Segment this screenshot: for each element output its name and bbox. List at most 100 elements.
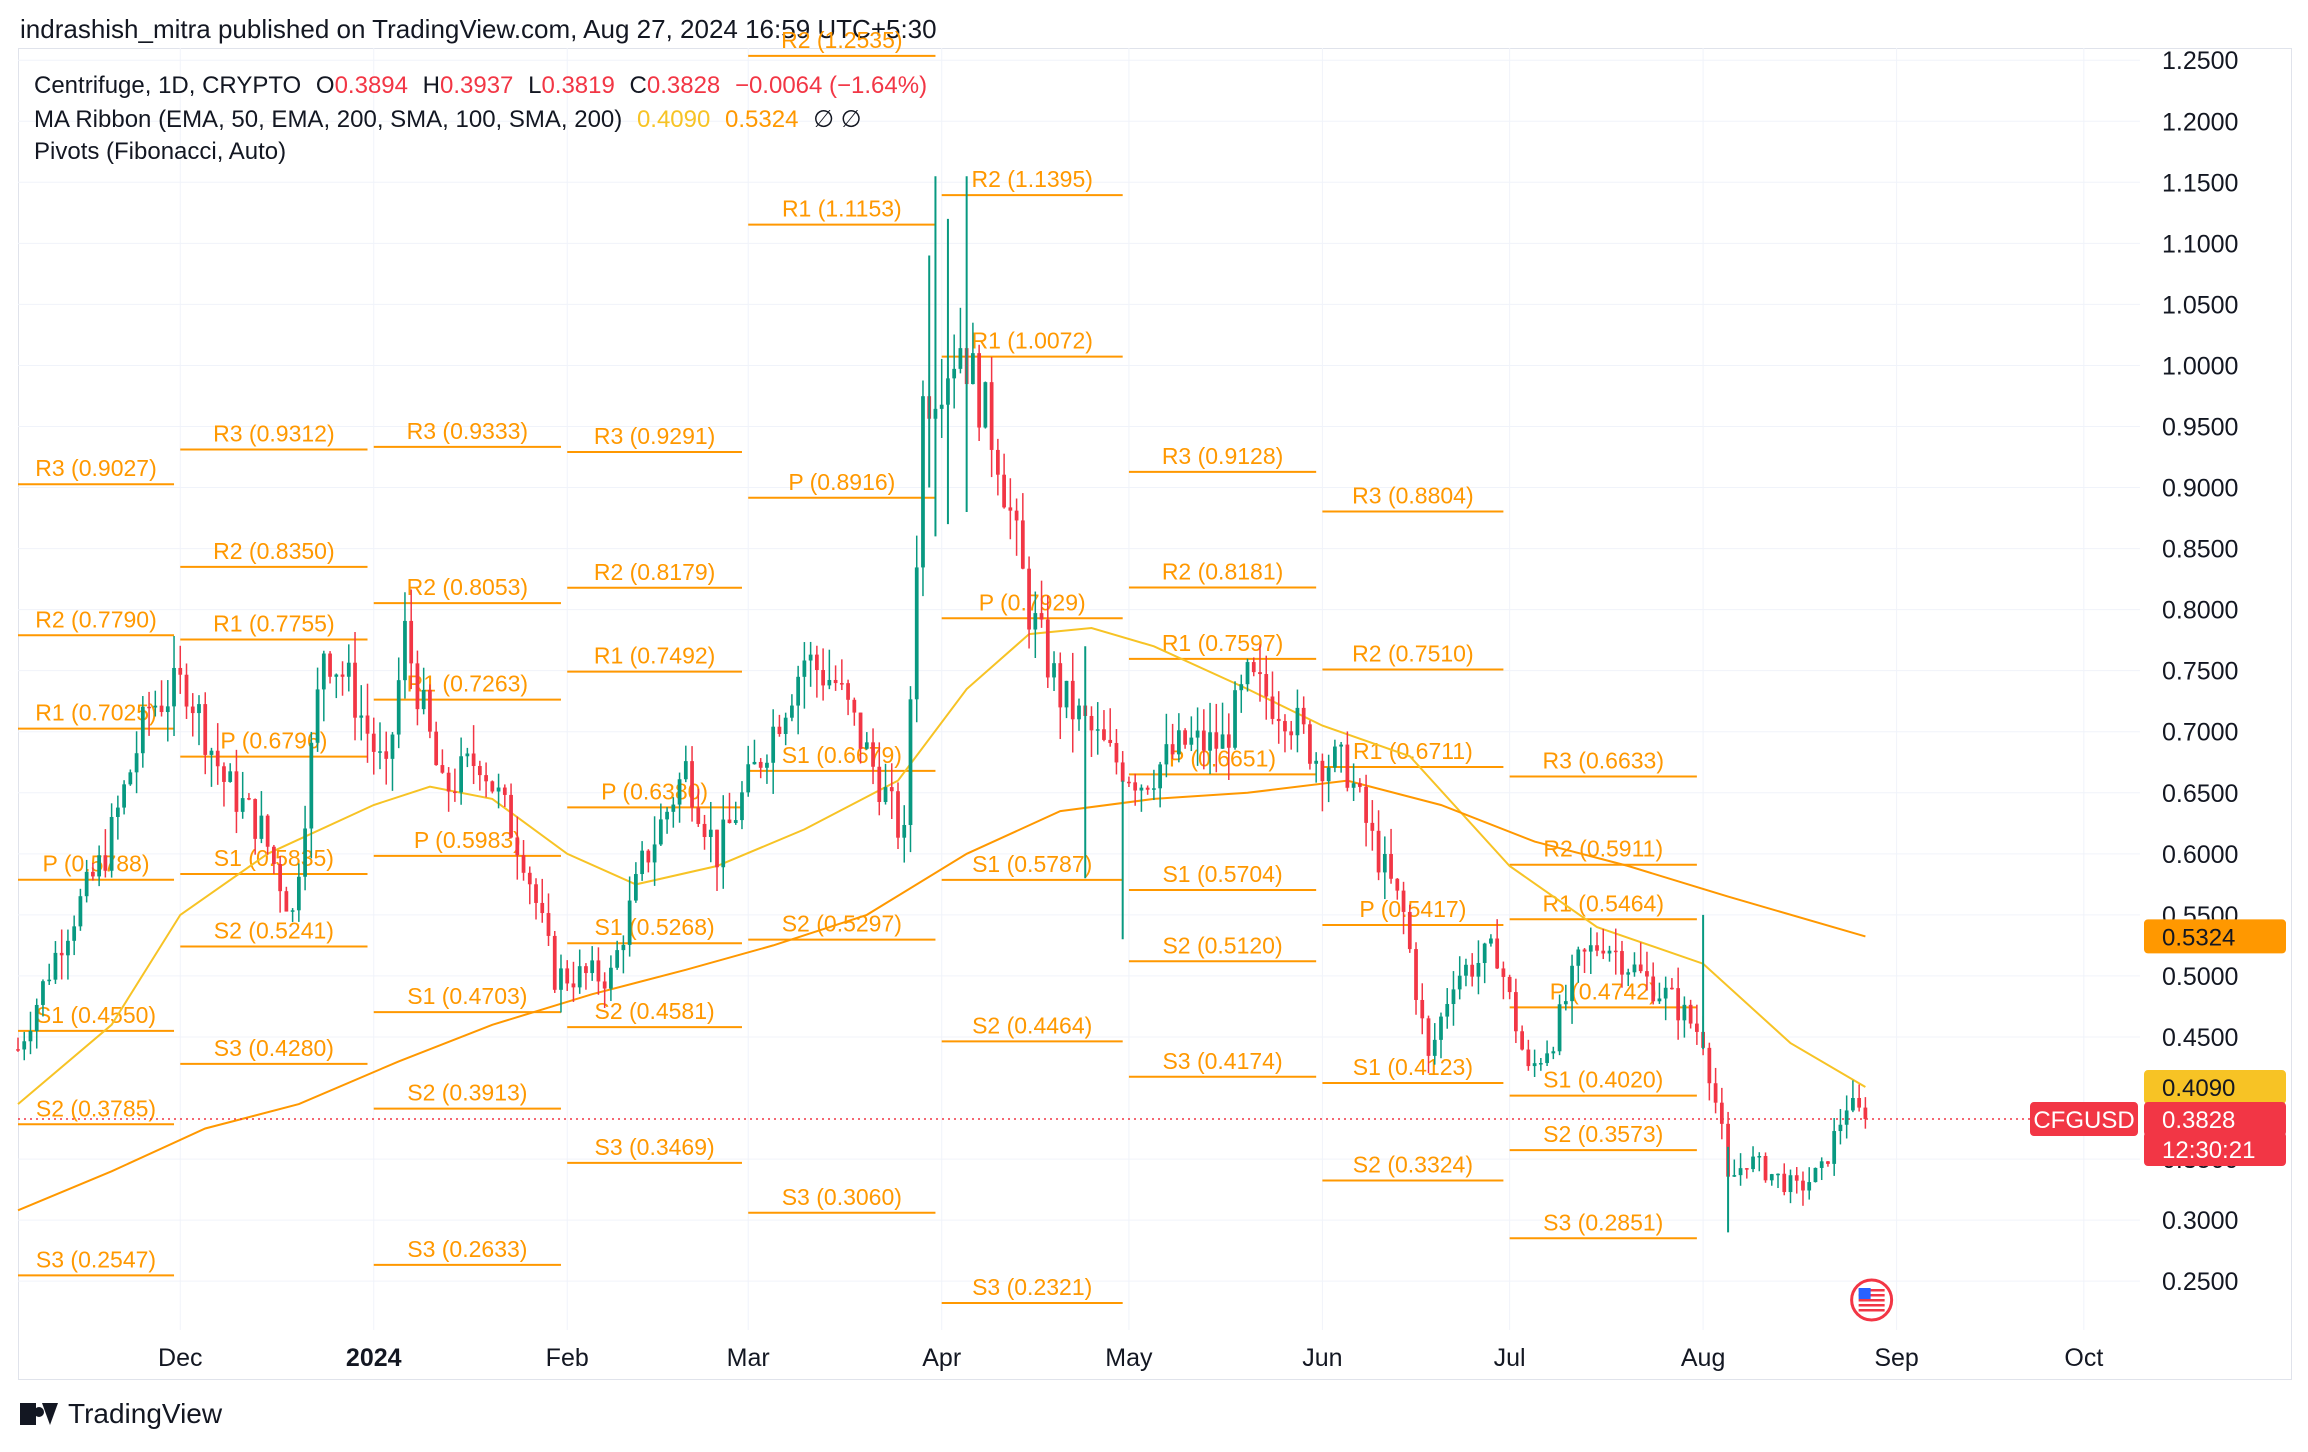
candle-body <box>334 674 339 677</box>
candle-body <box>1595 945 1599 951</box>
price-badge-text: 0.3828 <box>2162 1107 2235 1134</box>
candle-body <box>1301 707 1306 725</box>
moving-averages <box>17 626 2140 1212</box>
legend-low: 0.3819 <box>541 72 615 99</box>
legend-ma-row[interactable]: MA Ribbon (EMA, 50, EMA, 200, SMA, 100, … <box>34 105 862 134</box>
candle-body <box>203 704 208 755</box>
flag-stripe <box>1858 1299 1885 1302</box>
pivot-label: R1 (0.7597) <box>1162 630 1283 656</box>
candle-body <box>602 981 607 989</box>
candle-body <box>1239 684 1244 691</box>
legend-open-label: O <box>315 72 335 99</box>
candle-body <box>1270 696 1275 719</box>
pivot-label: S3 (0.2547) <box>36 1246 156 1272</box>
y-tick-label: 1.0000 <box>2162 352 2238 380</box>
candle-body <box>1801 1180 1805 1191</box>
candle-body <box>1058 663 1063 708</box>
candle-body <box>1251 662 1256 673</box>
candle-body <box>1632 964 1637 973</box>
candle-body <box>509 794 513 838</box>
candle-body <box>1145 787 1150 790</box>
candle-body <box>496 787 501 792</box>
candle-body <box>1195 730 1200 738</box>
candle-body <box>315 689 320 743</box>
y-tick-label: 0.7000 <box>2162 719 2238 747</box>
candle-body <box>546 913 551 936</box>
candle-body <box>1152 788 1156 790</box>
candle-body <box>428 689 432 732</box>
candle-body <box>1233 690 1237 748</box>
candle-body <box>983 382 988 428</box>
candle-body <box>396 680 401 735</box>
price-badge-text: 12:30:21 <box>2162 1137 2255 1164</box>
axes: 1.2500 1.2000 1.1500 1.1000 1.0500 1.0000 0.95… <box>158 47 2238 1372</box>
candle-body <box>1832 1131 1837 1164</box>
ema-200-line <box>17 779 1866 1212</box>
candle-body <box>247 798 251 800</box>
footer-brand[interactable]: TradingView <box>20 1398 222 1430</box>
pivot-label: R1 (1.1153) <box>782 196 902 222</box>
candle-body <box>1532 1063 1537 1067</box>
candle-body <box>1333 746 1337 768</box>
y-tick-label: 0.8500 <box>2162 536 2238 564</box>
legend-pivots-title: Pivots (Fibonacci, Auto) <box>34 138 287 165</box>
y-tick-label: 0.6000 <box>2162 841 2238 869</box>
candle-body <box>190 706 195 714</box>
candle-body <box>814 654 819 671</box>
x-tick-label: Dec <box>158 1344 202 1372</box>
pivot-label: S3 (0.2633) <box>407 1236 527 1262</box>
flag-stripe <box>1858 1304 1885 1307</box>
candle-body <box>852 699 857 713</box>
candle-body <box>977 353 982 428</box>
candle-body <box>1357 783 1362 787</box>
candle-body <box>515 837 520 856</box>
pivot-label: S3 (0.3469) <box>594 1134 714 1160</box>
pivot-label: S3 (0.2851) <box>1543 1209 1663 1235</box>
candle-body <box>615 950 620 968</box>
x-tick-label: Apr <box>922 1344 961 1372</box>
candle-body <box>140 706 145 754</box>
candle-body <box>1276 718 1281 722</box>
candle-body <box>1744 1168 1749 1170</box>
candle-body <box>1782 1173 1787 1193</box>
flag-stripe <box>1858 1309 1885 1312</box>
legend-close: 0.3828 <box>646 72 721 99</box>
pivot-label: S3 (0.4174) <box>1162 1048 1282 1074</box>
candle-body <box>234 771 239 812</box>
candle-body <box>321 653 326 690</box>
candle-body <box>1052 663 1056 678</box>
legend-pivots-row[interactable]: Pivots (Fibonacci, Auto) <box>34 138 286 166</box>
candle-body <box>1002 474 1006 508</box>
pivot-label: P (0.4742) <box>1550 978 1657 1004</box>
x-tick-label: Sep <box>1874 1344 1918 1372</box>
candle-body <box>1588 945 1593 952</box>
candle-body <box>328 653 332 677</box>
price-badges: 0.5324 0.4090 CFGUSD 0.3828 12:30:21 <box>1850 919 2286 1322</box>
candle-body <box>421 689 426 710</box>
candle-body <box>59 952 64 956</box>
candle-body <box>971 353 975 385</box>
candle-body <box>1189 737 1194 745</box>
pivot-label: R3 (0.9027) <box>35 455 156 481</box>
pivot-label: S1 (0.4703) <box>407 983 527 1009</box>
x-tick-label: Aug <box>1681 1344 1725 1372</box>
candle-body <box>172 667 176 707</box>
candle-body <box>1563 1001 1568 1005</box>
candle-body <box>265 815 270 847</box>
pivot-label: R1 (0.7755) <box>213 611 334 637</box>
y-tick-label: 0.2500 <box>2162 1268 2238 1296</box>
legend-open: 0.3894 <box>334 72 408 99</box>
legend-ma-value-2: 0.5324 <box>725 106 799 133</box>
candle-body <box>609 967 613 989</box>
candle-body <box>340 674 345 677</box>
candle-body <box>1663 987 1668 999</box>
candle-body <box>1682 1004 1687 1021</box>
flag-canton <box>1858 1288 1871 1299</box>
x-tick-label: Jun <box>1302 1344 1342 1372</box>
candle-body <box>1838 1124 1843 1132</box>
legend-change: −0.0064 (−1.64%) <box>734 72 928 99</box>
candle-body <box>1395 878 1400 891</box>
candle-body <box>1426 1018 1431 1056</box>
pivot-label: R2 (1.2535) <box>781 27 902 53</box>
